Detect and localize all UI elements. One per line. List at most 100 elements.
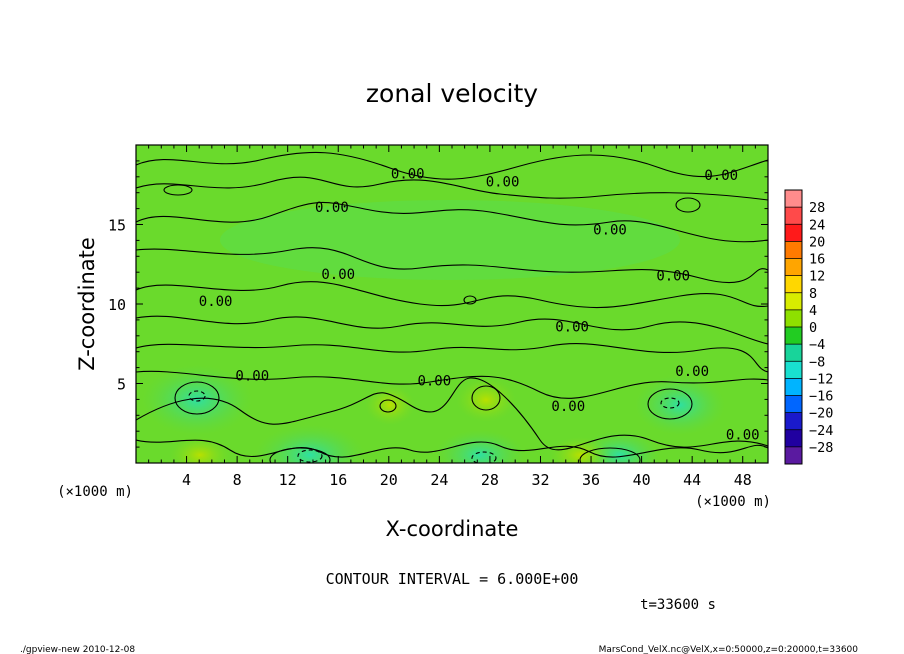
shade-blob — [142, 365, 252, 435]
colorbar-segment — [785, 446, 802, 465]
contour-line — [136, 370, 768, 399]
colorbar-label: −16 — [809, 389, 833, 405]
velocity-shading — [142, 200, 725, 463]
colorbar-label: 8 — [809, 286, 817, 302]
colorbar-label: 20 — [809, 234, 825, 250]
chart-title: zonal velocity — [366, 79, 538, 108]
x-tick-label: 40 — [633, 471, 651, 489]
colorbar-label: −20 — [809, 406, 833, 422]
shade-blob — [435, 430, 525, 463]
shade-blob-positive — [170, 437, 230, 463]
x-tick-label: 20 — [380, 471, 398, 489]
contour-label: 0.00 — [315, 200, 349, 216]
contour-line — [136, 343, 768, 373]
x-tick-label: 4 — [182, 471, 191, 489]
contour-line — [136, 281, 768, 309]
x-axis-unit-left: (×1000 m) — [57, 484, 133, 500]
contour-label: 0.00 — [486, 175, 520, 191]
x-tick-label: 36 — [582, 471, 600, 489]
x-tick-label: 24 — [430, 471, 448, 489]
shade-blob-positive — [365, 385, 415, 425]
contour-loop — [463, 295, 477, 305]
colorbar-label: −4 — [809, 337, 825, 353]
y-tick-label: 10 — [108, 296, 126, 314]
colorbar-segment — [785, 378, 802, 396]
x-tick-label: 32 — [531, 471, 549, 489]
contour-label: 0.00 — [656, 268, 690, 284]
colorbar-label: −28 — [809, 440, 833, 456]
contour-loop — [163, 184, 193, 196]
y-tick-label: 15 — [108, 217, 126, 235]
contour-line — [136, 151, 768, 180]
contour-interval-note: CONTOUR INTERVAL = 6.000E+00 — [326, 570, 579, 588]
contour-loop — [579, 447, 641, 463]
contour-loop — [675, 197, 701, 213]
shade-band-upper — [220, 200, 680, 280]
colorbar-segment — [785, 190, 802, 208]
contour-dashed-loop — [297, 449, 323, 463]
contour-lines — [136, 151, 768, 463]
colorbar-label: 28 — [809, 200, 825, 216]
colorbar-label: −24 — [809, 423, 833, 439]
contour-loop — [174, 381, 220, 415]
colorbar-segment — [785, 361, 802, 379]
contour-label: 0.00 — [726, 427, 760, 443]
contour-label: 0.00 — [391, 167, 425, 183]
colorbar-label: 0 — [809, 320, 817, 336]
contour-label: 0.00 — [551, 399, 585, 415]
contour-label: 0.00 — [593, 222, 627, 238]
x-axis-unit-right: (×1000 m) — [695, 494, 771, 510]
shade-blob-positive — [550, 437, 610, 463]
contour-label: 0.00 — [199, 294, 233, 310]
colorbar-label: 16 — [809, 252, 825, 268]
shade-blob-positive — [456, 378, 516, 422]
colorbar-segment — [785, 207, 802, 225]
contour-label: 0.00 — [704, 168, 738, 184]
x-tick-label: 16 — [329, 471, 347, 489]
contour-loop — [471, 385, 501, 411]
colorbar-label: 4 — [809, 303, 817, 319]
contour-loop — [269, 447, 331, 463]
contour-line — [136, 315, 768, 345]
x-axis: 4 8 12 16 20 24 28 32 36 40 44 48 — [135, 145, 769, 489]
colorbar-segment — [785, 429, 802, 448]
contour-loop — [379, 399, 397, 413]
contour-loop — [647, 388, 693, 420]
colorbar-segment — [785, 395, 802, 413]
contour-line — [136, 247, 768, 284]
colorbar-label: 12 — [809, 269, 825, 285]
y-axis-label: Z-coordinate — [75, 237, 99, 371]
colorbar-segment — [785, 224, 802, 242]
x-tick-label: 44 — [683, 471, 701, 489]
contour-dashed-loop — [471, 451, 497, 463]
contour-line — [136, 176, 768, 201]
shade-blob — [255, 425, 365, 463]
contour-line — [136, 201, 768, 243]
contour-line — [136, 377, 768, 451]
footer-right: MarsCond_VelX.nc@VelX,x=0:50000,z=0:2000… — [599, 645, 859, 654]
contour-label: 0.00 — [555, 319, 589, 335]
x-tick-label: 48 — [734, 471, 752, 489]
colorbar-segment — [785, 309, 802, 328]
shade-blob — [635, 375, 725, 435]
colorbar-label: −12 — [809, 371, 833, 387]
colorbar-segment — [785, 275, 802, 294]
colorbar-segment — [785, 327, 802, 345]
contour-label: 0.00 — [417, 373, 451, 389]
time-note: t=33600 s — [640, 597, 716, 613]
contour-line — [136, 439, 768, 458]
colorbar-label: 24 — [809, 217, 825, 233]
footer-left: ./gpview-new 2010-12-08 — [20, 645, 135, 654]
colorbar-segment — [785, 412, 802, 431]
contour-dashed-loop — [188, 390, 206, 402]
x-tick-label: 8 — [233, 471, 242, 489]
colorbar-segment — [785, 258, 802, 276]
contour-label: 0.00 — [235, 369, 269, 385]
contour-labels: 0.00 0.00 0.00 0.00 0.00 0.00 0.00 0.00 0.00 0.00… — [199, 167, 760, 444]
colorbar-segment — [785, 344, 802, 362]
x-axis-label: X-coordinate — [386, 517, 519, 541]
colorbar-segment — [785, 292, 802, 311]
y-axis: 5 10 15 — [108, 144, 768, 464]
